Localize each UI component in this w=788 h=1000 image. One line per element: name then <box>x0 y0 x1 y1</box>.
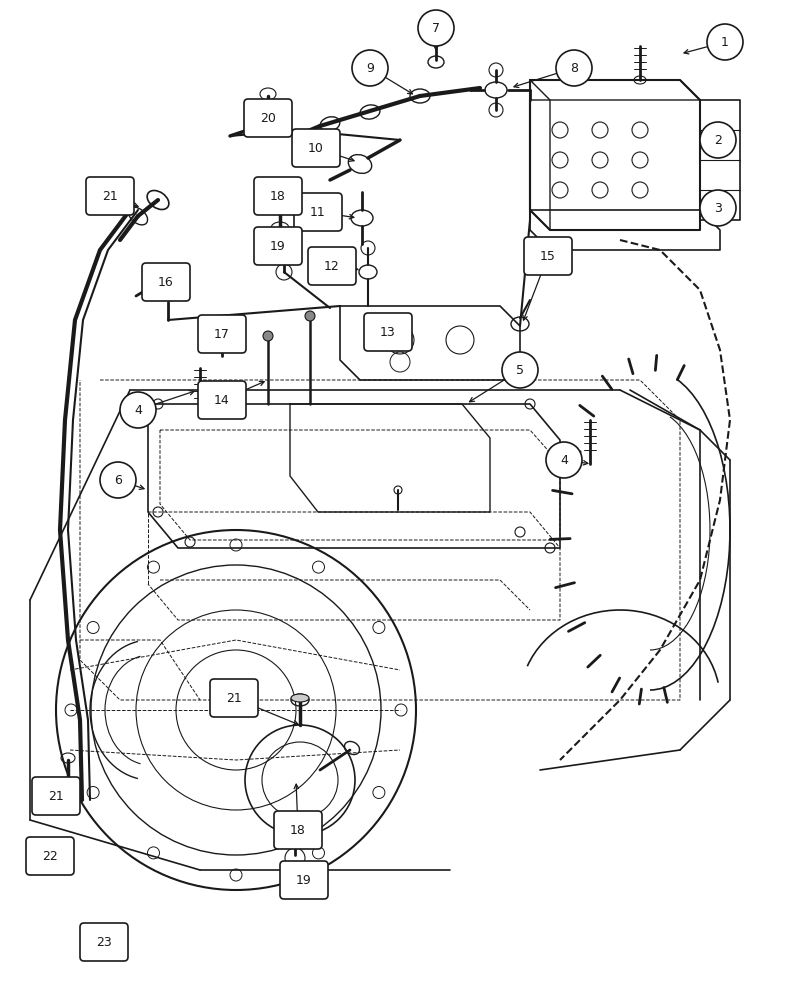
Circle shape <box>502 352 538 388</box>
FancyBboxPatch shape <box>198 315 246 353</box>
Text: 4: 4 <box>560 454 568 466</box>
Text: 8: 8 <box>570 62 578 75</box>
Text: 11: 11 <box>310 206 326 219</box>
FancyBboxPatch shape <box>80 923 128 961</box>
FancyBboxPatch shape <box>198 381 246 419</box>
FancyBboxPatch shape <box>292 129 340 167</box>
Text: 10: 10 <box>308 141 324 154</box>
Circle shape <box>305 311 315 321</box>
FancyBboxPatch shape <box>364 313 412 351</box>
FancyBboxPatch shape <box>86 177 134 215</box>
FancyBboxPatch shape <box>524 237 572 275</box>
Circle shape <box>120 392 156 428</box>
Circle shape <box>707 24 743 60</box>
Text: 18: 18 <box>270 190 286 202</box>
FancyBboxPatch shape <box>254 227 302 265</box>
Ellipse shape <box>291 694 309 702</box>
Circle shape <box>700 122 736 158</box>
FancyBboxPatch shape <box>32 777 80 815</box>
Text: 20: 20 <box>260 111 276 124</box>
Circle shape <box>556 50 592 86</box>
FancyBboxPatch shape <box>142 263 190 301</box>
Text: 15: 15 <box>540 249 556 262</box>
FancyBboxPatch shape <box>210 679 258 717</box>
Text: 2: 2 <box>714 133 722 146</box>
Text: 21: 21 <box>48 790 64 802</box>
Text: 18: 18 <box>290 824 306 836</box>
Text: 4: 4 <box>134 403 142 416</box>
Text: 13: 13 <box>380 326 396 338</box>
Text: 1: 1 <box>721 35 729 48</box>
Text: 6: 6 <box>114 474 122 487</box>
Circle shape <box>546 442 582 478</box>
Circle shape <box>418 10 454 46</box>
FancyBboxPatch shape <box>254 177 302 215</box>
FancyBboxPatch shape <box>26 837 74 875</box>
Text: 17: 17 <box>214 328 230 340</box>
Text: 23: 23 <box>96 936 112 948</box>
Text: 12: 12 <box>324 259 340 272</box>
FancyBboxPatch shape <box>280 861 328 899</box>
Text: 9: 9 <box>366 62 374 75</box>
FancyBboxPatch shape <box>308 247 356 285</box>
Text: 16: 16 <box>158 275 174 288</box>
Circle shape <box>100 462 136 498</box>
FancyBboxPatch shape <box>244 99 292 137</box>
Text: 7: 7 <box>432 21 440 34</box>
FancyBboxPatch shape <box>274 811 322 849</box>
Text: 19: 19 <box>296 874 312 886</box>
Text: 21: 21 <box>102 190 118 202</box>
Text: 5: 5 <box>516 363 524 376</box>
Circle shape <box>263 331 273 341</box>
Text: 21: 21 <box>226 692 242 704</box>
Circle shape <box>700 190 736 226</box>
FancyBboxPatch shape <box>294 193 342 231</box>
Text: 14: 14 <box>214 393 230 406</box>
Circle shape <box>352 50 388 86</box>
Text: 3: 3 <box>714 202 722 215</box>
Text: 22: 22 <box>42 850 58 862</box>
Text: 19: 19 <box>270 239 286 252</box>
